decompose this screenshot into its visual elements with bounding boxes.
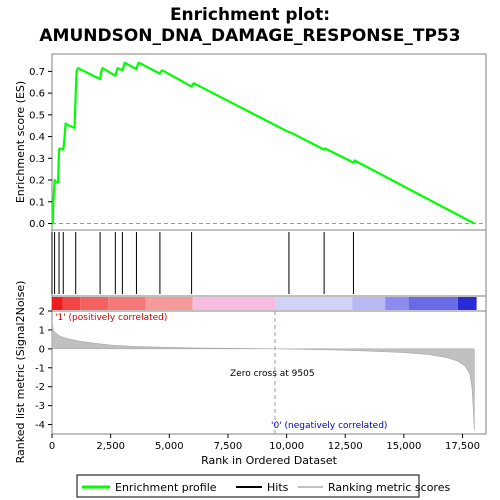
heat-band	[192, 297, 275, 310]
es-y-tick-label: 0.2	[29, 176, 45, 187]
heat-band	[108, 297, 146, 310]
legend-label-enrichment-profile: Enrichment profile	[115, 481, 217, 494]
chart-title-line2: AMUNDSON_DNA_DAMAGE_RESPONSE_TP53	[39, 26, 460, 46]
x-tick-label: 7,500	[214, 441, 243, 452]
axis-layer: 0.0 0.1 0.2 0.3 0.4 0.5 0.6 0.7 2 1 0 -1 -2 -3 -4 0 2,50…	[29, 67, 480, 452]
heat-band	[80, 297, 109, 310]
hits-layer	[51, 232, 354, 294]
metric-panel-frame	[51, 310, 487, 435]
es-y-axis-label: Enrichment score (ES)	[14, 81, 27, 203]
es-y-tick-label: 0.6	[29, 89, 45, 100]
metric-y-tick-label: 2	[39, 307, 45, 318]
es-y-tick-label: 0.5	[29, 110, 45, 121]
heat-band	[352, 297, 386, 310]
metric-y-tick-label: 1	[39, 325, 45, 336]
heat-band	[385, 297, 409, 310]
x-tick-label: 15,000	[386, 441, 421, 452]
heat-band	[52, 297, 63, 310]
heat-band	[62, 297, 81, 310]
x-tick-label: 10,000	[269, 441, 304, 452]
metric-y-tick-label: 0	[39, 344, 45, 355]
metric-y-tick-label: -4	[35, 420, 45, 431]
hits-panel-frame	[51, 229, 487, 297]
x-tick-label: 2,500	[96, 441, 125, 452]
metric-y-tick-label: -2	[35, 382, 45, 393]
heat-band	[457, 297, 477, 310]
metric-y-tick-label: -3	[35, 401, 45, 412]
es-y-tick-label: 0.4	[29, 132, 45, 143]
heat-band	[274, 297, 353, 310]
x-tick-label: 5,000	[155, 441, 184, 452]
metric-y-axis-label: Ranked list metric (Signal2Noise)	[14, 281, 27, 464]
negative-correlation-label: '0' (negatively correlated)	[271, 421, 387, 431]
positive-correlation-label: '1' (positively correlated)	[55, 313, 167, 323]
legend-label-ranking-metric: Ranking metric scores	[328, 481, 450, 494]
chart-title-line1: Enrichment plot:	[170, 5, 330, 25]
es-layer	[51, 61, 486, 225]
metric-layer	[51, 311, 475, 434]
ranking-metric-area	[51, 320, 475, 431]
es-y-tick-label: 0.0	[29, 219, 45, 230]
enrichment-profile-line	[51, 61, 475, 225]
legend-label-hits: Hits	[267, 481, 289, 494]
heat-band-layer	[52, 297, 477, 310]
metric-y-tick-label: -1	[35, 363, 45, 374]
x-axis-label: Rank in Ordered Dataset	[201, 454, 338, 467]
zero-cross-label: Zero cross at 9505	[230, 369, 315, 379]
es-y-tick-label: 0.1	[29, 197, 45, 208]
x-tick-label: 17,500	[445, 441, 480, 452]
es-panel-frame	[51, 53, 487, 231]
es-y-tick-label: 0.7	[29, 67, 45, 78]
heat-band	[145, 297, 193, 310]
x-tick-label: 0	[49, 441, 55, 452]
x-tick-label: 12,500	[328, 441, 363, 452]
es-y-tick-label: 0.3	[29, 154, 45, 165]
heat-band	[408, 297, 458, 310]
